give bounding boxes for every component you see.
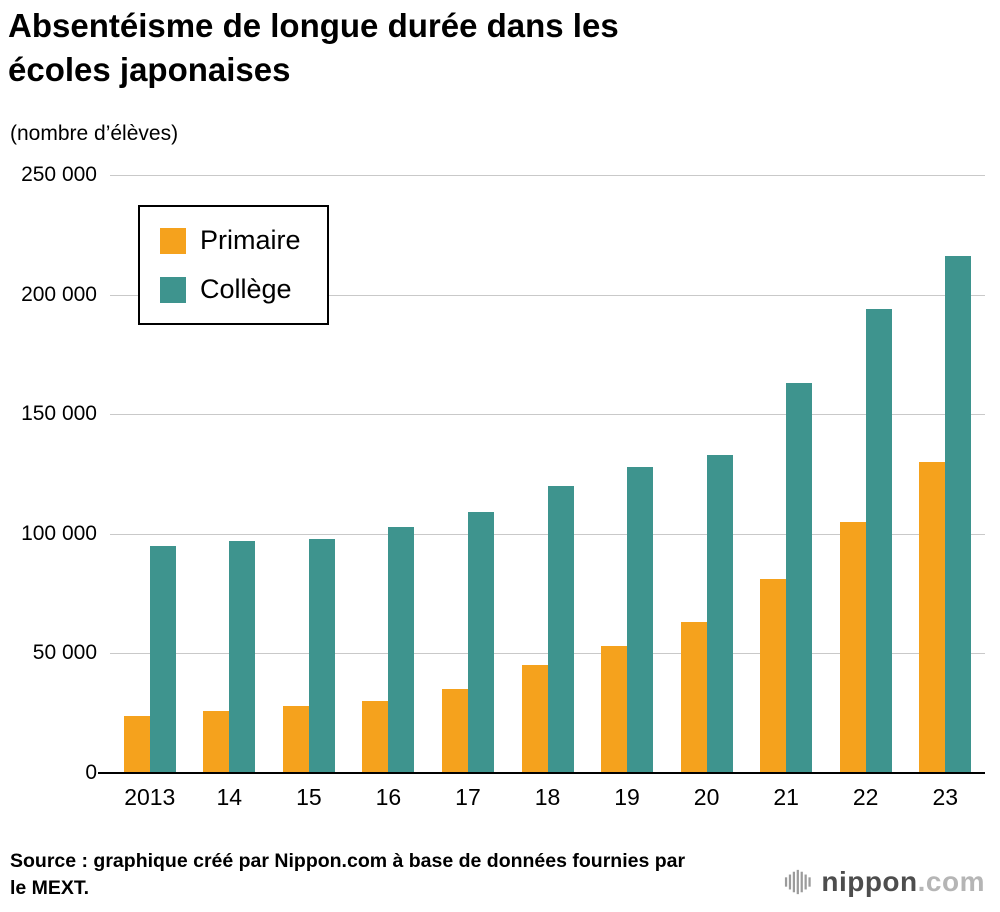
x-axis-labels: 2013 14 15 16 17 18 19 20 21 22 23 (110, 784, 985, 811)
y-axis-label: 200 000 (21, 282, 97, 306)
bar-primaire (919, 462, 946, 773)
gridline (110, 414, 985, 416)
x-axis-label: 18 (534, 784, 561, 810)
nippon-logo-main: nippon (821, 866, 918, 897)
bar-group (190, 175, 270, 773)
axis-unit-label: (nombre d’élèves) (10, 122, 179, 145)
bar-primaire (680, 622, 707, 773)
page-title-line2: écoles japonaises (8, 50, 291, 88)
x-axis-label: 15 (296, 784, 322, 810)
bar-collège (388, 526, 415, 773)
bar-group (269, 175, 349, 773)
bar-primaire (123, 715, 150, 773)
bar-group (587, 175, 667, 773)
legend-swatch (160, 227, 186, 254)
bar-group (746, 175, 826, 773)
legend-label-primaire: Primaire (200, 225, 301, 255)
page-title: Absentéisme de longue durée dans les éco… (8, 4, 619, 91)
x-axis-label: 2013 (124, 784, 176, 810)
legend: Primaire Collège (138, 205, 329, 325)
bar-primaire (203, 710, 230, 773)
bar-collège (945, 256, 972, 773)
bar-primaire (839, 521, 866, 773)
bar-group (667, 175, 747, 773)
bar-collège (627, 466, 654, 773)
plot-area: Primaire Collège 250 000 200 000 150 000 10… (21, 163, 985, 784)
bar-group (428, 175, 508, 773)
bar-primaire (521, 665, 548, 773)
nippon-logo-text: nippon.com (821, 866, 985, 898)
bar-collège (706, 454, 733, 773)
bar-group (826, 175, 906, 773)
x-axis-label: 16 (375, 784, 402, 810)
bar-primaire (282, 706, 309, 773)
page-title-line1: Absentéisme de longue durée dans les (8, 7, 619, 44)
bar-group (508, 175, 588, 773)
bar-collège (786, 383, 813, 773)
y-axis-label: 100 000 (21, 521, 97, 545)
bar-collège (308, 538, 335, 773)
bar-collège (149, 545, 176, 773)
gridline (110, 294, 985, 296)
y-axis-label: 150 000 (21, 402, 97, 426)
nippon-logo-icon (785, 869, 812, 895)
x-axis-label: 14 (216, 784, 243, 810)
y-axis-label: 250 000 (21, 163, 97, 186)
bar-collège (865, 308, 892, 773)
x-axis-label: 17 (455, 784, 481, 810)
x-axis-label: 22 (852, 784, 879, 810)
bar-collège (229, 540, 256, 773)
legend-swatch (160, 276, 186, 303)
y-axis-label: 0 (85, 761, 97, 784)
bar-group (349, 175, 429, 773)
bar-group (905, 175, 985, 773)
gridline (110, 175, 985, 176)
source-note: Source : graphique créé par Nippon.com à… (10, 850, 686, 900)
bar-primaire (441, 689, 468, 773)
legend-item-college: Collège (160, 274, 301, 305)
y-axis-label: 50 000 (32, 641, 97, 665)
x-axis-label: 21 (773, 784, 799, 810)
x-axis-label: 20 (693, 784, 720, 810)
bar-primaire (601, 646, 628, 773)
x-axis-label: 19 (614, 784, 640, 810)
bar-group (110, 175, 190, 773)
bars-layer (110, 175, 985, 773)
nippon-logo-com: .com (917, 866, 985, 897)
legend-item-primaire: Primaire (160, 225, 301, 256)
bar-primaire (760, 579, 787, 773)
x-axis-line (98, 772, 985, 774)
nippon-logo: nippon.com (784, 866, 985, 898)
bar-collège (467, 512, 494, 773)
x-axis-label: 23 (932, 784, 959, 810)
legend-label-college: Collège (200, 274, 292, 304)
bar-primaire (362, 701, 389, 773)
bar-collège (547, 485, 574, 773)
